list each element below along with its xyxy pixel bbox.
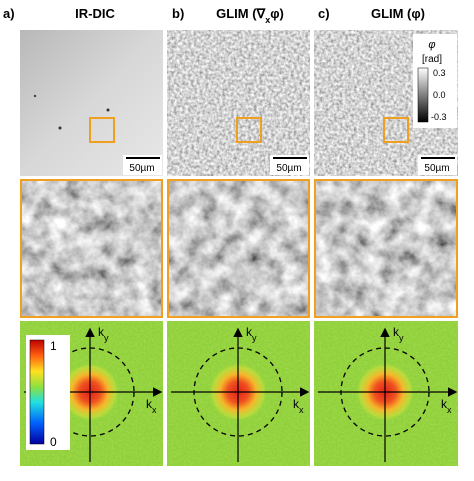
glim-gradient-image	[167, 30, 310, 176]
axis-label: kx	[146, 397, 157, 415]
fft-panel: ky kx	[167, 321, 310, 466]
panel-label: b)	[172, 6, 184, 21]
text-part: x	[447, 405, 452, 415]
text-part: k	[246, 325, 253, 339]
axis-label: kx	[293, 397, 304, 415]
text-part: x	[152, 405, 157, 415]
scale-bar-box	[270, 155, 309, 175]
text-part: x	[299, 405, 304, 415]
axis-label: ky	[246, 325, 257, 343]
fft-panel: ky kx 1 0	[20, 321, 163, 466]
text-part: GLIM (φ)	[371, 6, 425, 21]
scale-bar-label: 50µm	[424, 163, 449, 174]
panel-label: c)	[318, 6, 330, 21]
text-part: φ)	[270, 6, 284, 21]
text-part: y	[104, 333, 109, 343]
zoom-image	[315, 180, 457, 317]
text-part: k	[98, 325, 105, 339]
scale-bar-label: 50µm	[129, 163, 154, 174]
zoom-box	[383, 117, 409, 143]
text-part: k	[146, 397, 153, 411]
axis-label: kx	[441, 397, 452, 415]
axis-label: ky	[393, 325, 404, 343]
colorbar-title: φ	[428, 39, 435, 51]
colorbar-unit: [rad]	[422, 54, 442, 65]
colorbar-tick: -0.3	[431, 112, 447, 122]
text-part: GLIM (∇	[216, 6, 266, 21]
text-part: k	[293, 397, 300, 411]
colorbar-tick: 1	[50, 339, 57, 353]
colorbar-tick: 0.3	[433, 68, 446, 78]
text-part: y	[399, 333, 404, 343]
colorbar-tick: 0	[50, 435, 57, 449]
panel-label: a)	[3, 6, 15, 21]
panel-title: GLIM (∇xφ)	[216, 6, 284, 25]
text-part: k	[393, 325, 400, 339]
zoom-box	[89, 117, 115, 143]
text-part: y	[252, 333, 257, 343]
scale-bar-box	[418, 155, 457, 175]
scale-bar-box	[123, 155, 162, 175]
scale-bar-label: 50µm	[276, 163, 301, 174]
fft-panel: ky kx	[314, 321, 458, 466]
colorbar-tick: 0.0	[433, 90, 446, 100]
panel-title: GLIM (φ)	[371, 6, 425, 21]
text-part: x	[265, 15, 270, 25]
ir-dic-image	[20, 30, 163, 176]
zoom-image	[21, 180, 162, 317]
panel-title: IR-DIC	[75, 6, 115, 21]
colorbar	[417, 67, 429, 123]
axis-label: ky	[98, 325, 109, 343]
text-part: k	[441, 397, 448, 411]
text-part: IR-DIC	[75, 6, 115, 21]
zoom-box	[236, 117, 262, 143]
zoom-image	[168, 180, 309, 317]
colorbar	[29, 339, 45, 445]
